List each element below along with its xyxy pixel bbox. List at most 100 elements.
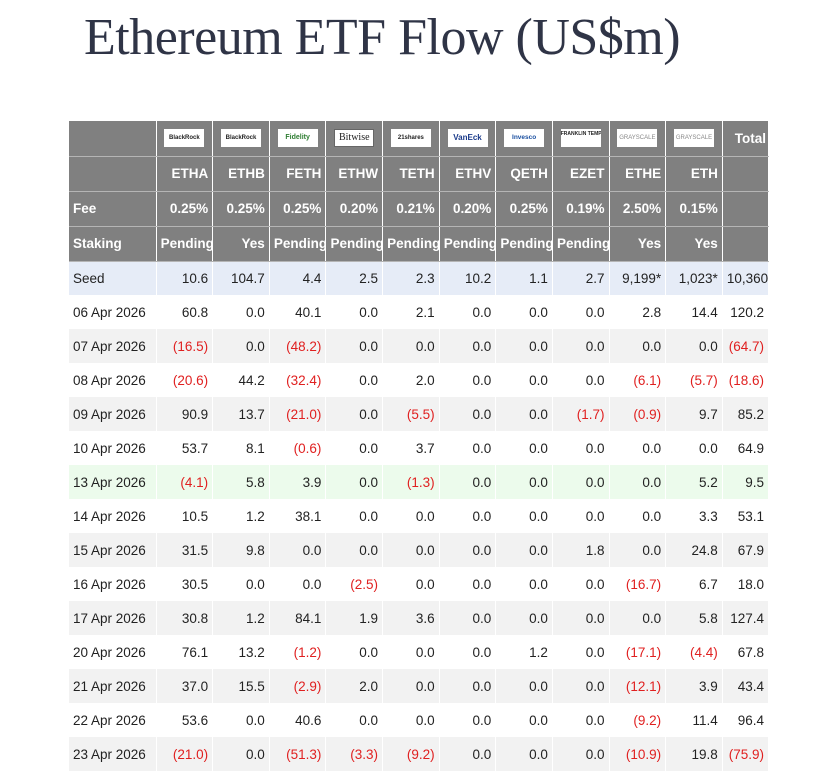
row-label: 07 Apr 2026: [69, 329, 157, 363]
flow-cell: 0.0: [552, 635, 610, 669]
flow-cell: (5.7): [665, 363, 723, 397]
flow-cell: (16.7): [609, 567, 667, 601]
staking-cell: Pending: [495, 226, 553, 262]
flow-cell: 0.0: [495, 431, 553, 465]
flow-cell: 0.0: [495, 601, 553, 635]
bitwise-logo-icon: Bitwise: [334, 129, 375, 148]
flow-cell: 0.0: [495, 703, 553, 737]
flow-cell: 0.0: [609, 431, 667, 465]
flow-cell: 0.0: [212, 703, 270, 737]
flow-cell: (2.9): [269, 669, 327, 703]
flow-cell: 10.2: [439, 261, 497, 295]
flow-cell: 0.0: [212, 295, 270, 329]
grayscale-logo-icon: GRAYSCALE: [674, 129, 714, 148]
total-cell: 67.8: [722, 635, 770, 669]
flow-cell: 1.1: [495, 261, 553, 295]
ticker-header: ETH: [665, 156, 723, 192]
flow-cell: (1.2): [269, 635, 327, 669]
total-cell: 96.4: [722, 703, 770, 737]
flow-cell: 0.0: [552, 499, 610, 533]
flow-cell: 38.1: [269, 499, 327, 533]
flow-rows: Seed 10.6 104.7 4.4 2.5 2.3 10.2 1.1 2.7 9,199* 1,…: [69, 261, 770, 771]
flow-cell: 0.0: [325, 533, 384, 567]
flow-cell: 0.0: [382, 635, 440, 669]
flow-cell: (51.3): [269, 737, 327, 771]
flow-cell: 0.0: [439, 737, 497, 771]
corner-cell: [69, 121, 157, 157]
flow-cell: 104.7: [212, 261, 270, 295]
flow-cell: 0.0: [325, 397, 384, 431]
flow-cell: (16.5): [156, 329, 214, 363]
flow-cell: 0.0: [439, 567, 497, 601]
table-row: 14 Apr 2026 10.5 1.2 38.1 0.0 0.0 0.0 0.0 0.0 0.0…: [69, 499, 770, 533]
table-row: 21 Apr 2026 37.0 15.5 (2.9) 2.0 0.0 0.0 0.0 0.0(…: [69, 669, 770, 703]
flow-cell: (1.7): [552, 397, 610, 431]
flow-cell: 2.7: [552, 261, 610, 295]
row-label: 17 Apr 2026: [69, 601, 157, 635]
flow-cell: (20.6): [156, 363, 214, 397]
total-cell: 18.0: [722, 567, 770, 601]
flow-cell: (17.1): [609, 635, 667, 669]
fee-row: Fee 0.25% 0.25% 0.25% 0.20% 0.21% 0.20% …: [69, 191, 770, 227]
flow-cell: (3.3): [325, 737, 384, 771]
ticker-header: ETHB: [212, 156, 270, 192]
staking-cell: Pending: [156, 226, 214, 262]
flow-cell: 0.0: [552, 295, 610, 329]
flow-cell: 0.0: [382, 329, 440, 363]
flow-cell: 0.0: [439, 431, 497, 465]
flow-cell: 2.0: [325, 669, 384, 703]
flow-cell: (5.5): [382, 397, 440, 431]
total-cell: 10,360: [722, 261, 770, 295]
flow-cell: 0.0: [439, 363, 497, 397]
flow-cell: 0.0: [495, 499, 553, 533]
flow-cell: 0.0: [495, 567, 553, 601]
table-row: 23 Apr 2026 (21.0) 0.0 (51.3) (3.3) (9.2) 0.0 0…: [69, 737, 770, 771]
flow-cell: 53.7: [156, 431, 214, 465]
page-title: Ethereum ETF Flow (US$m): [84, 9, 681, 66]
flow-cell: 6.7: [665, 567, 723, 601]
flow-cell: (0.6): [269, 431, 327, 465]
staking-cell: Pending: [439, 226, 497, 262]
flow-cell: 1.9: [325, 601, 384, 635]
flow-cell: 1.2: [212, 601, 270, 635]
seed-row: Seed 10.6 104.7 4.4 2.5 2.3 10.2 1.1 2.7 9,199* 1,…: [69, 261, 770, 295]
ticker-header: QETH: [495, 156, 553, 192]
fidelity-logo-icon: Fidelity: [277, 129, 318, 148]
fee-cell: 0.15%: [665, 191, 723, 227]
flow-cell: 0.0: [439, 669, 497, 703]
total-cell: 127.4: [722, 601, 770, 635]
flow-cell: 3.7: [382, 431, 440, 465]
flow-cell: 0.0: [552, 431, 610, 465]
fee-cell: 0.20%: [439, 191, 497, 227]
staking-cell: Yes: [212, 226, 270, 262]
flow-cell: 5.8: [212, 465, 270, 499]
flow-cell: 4.4: [269, 261, 327, 295]
ticker-header: ETHV: [439, 156, 497, 192]
flow-cell: 0.0: [552, 669, 610, 703]
flow-cell: 13.2: [212, 635, 270, 669]
flow-cell: 90.9: [156, 397, 214, 431]
flow-cell: (2.5): [325, 567, 384, 601]
franklin-templeton-logo-icon: FRANKLIN TEMPLETON: [560, 129, 601, 148]
flow-cell: (4.4): [665, 635, 723, 669]
flow-cell: 84.1: [269, 601, 327, 635]
row-label: 16 Apr 2026: [69, 567, 157, 601]
total-cell: (75.9): [722, 737, 770, 771]
etf-flow-table: BlackRock BlackRock Fidelity Bitwise 21s…: [69, 121, 770, 771]
table-row: 06 Apr 2026 60.8 0.0 40.1 0.0 2.1 0.0 0.0 0.0 2.8…: [69, 295, 770, 329]
flow-cell: 0.0: [325, 635, 384, 669]
invesco-logo-icon: Invesco: [504, 129, 545, 148]
flow-cell: 1.8: [552, 533, 610, 567]
table-row: 13 Apr 2026 (4.1) 5.8 3.9 0.0 (1.3) 0.0 0.0 0.0 0…: [69, 465, 770, 499]
flow-cell: 30.8: [156, 601, 214, 635]
flow-cell: 2.0: [382, 363, 440, 397]
flow-cell: 0.0: [382, 703, 440, 737]
flow-cell: 0.0: [495, 465, 553, 499]
flow-cell: 0.0: [439, 295, 497, 329]
flow-cell: 0.0: [439, 465, 497, 499]
staking-cell: Yes: [609, 226, 667, 262]
flow-cell: 0.0: [609, 465, 667, 499]
total-header: Total: [722, 121, 770, 157]
flow-cell: 0.0: [269, 533, 327, 567]
flow-cell: 0.0: [552, 329, 610, 363]
